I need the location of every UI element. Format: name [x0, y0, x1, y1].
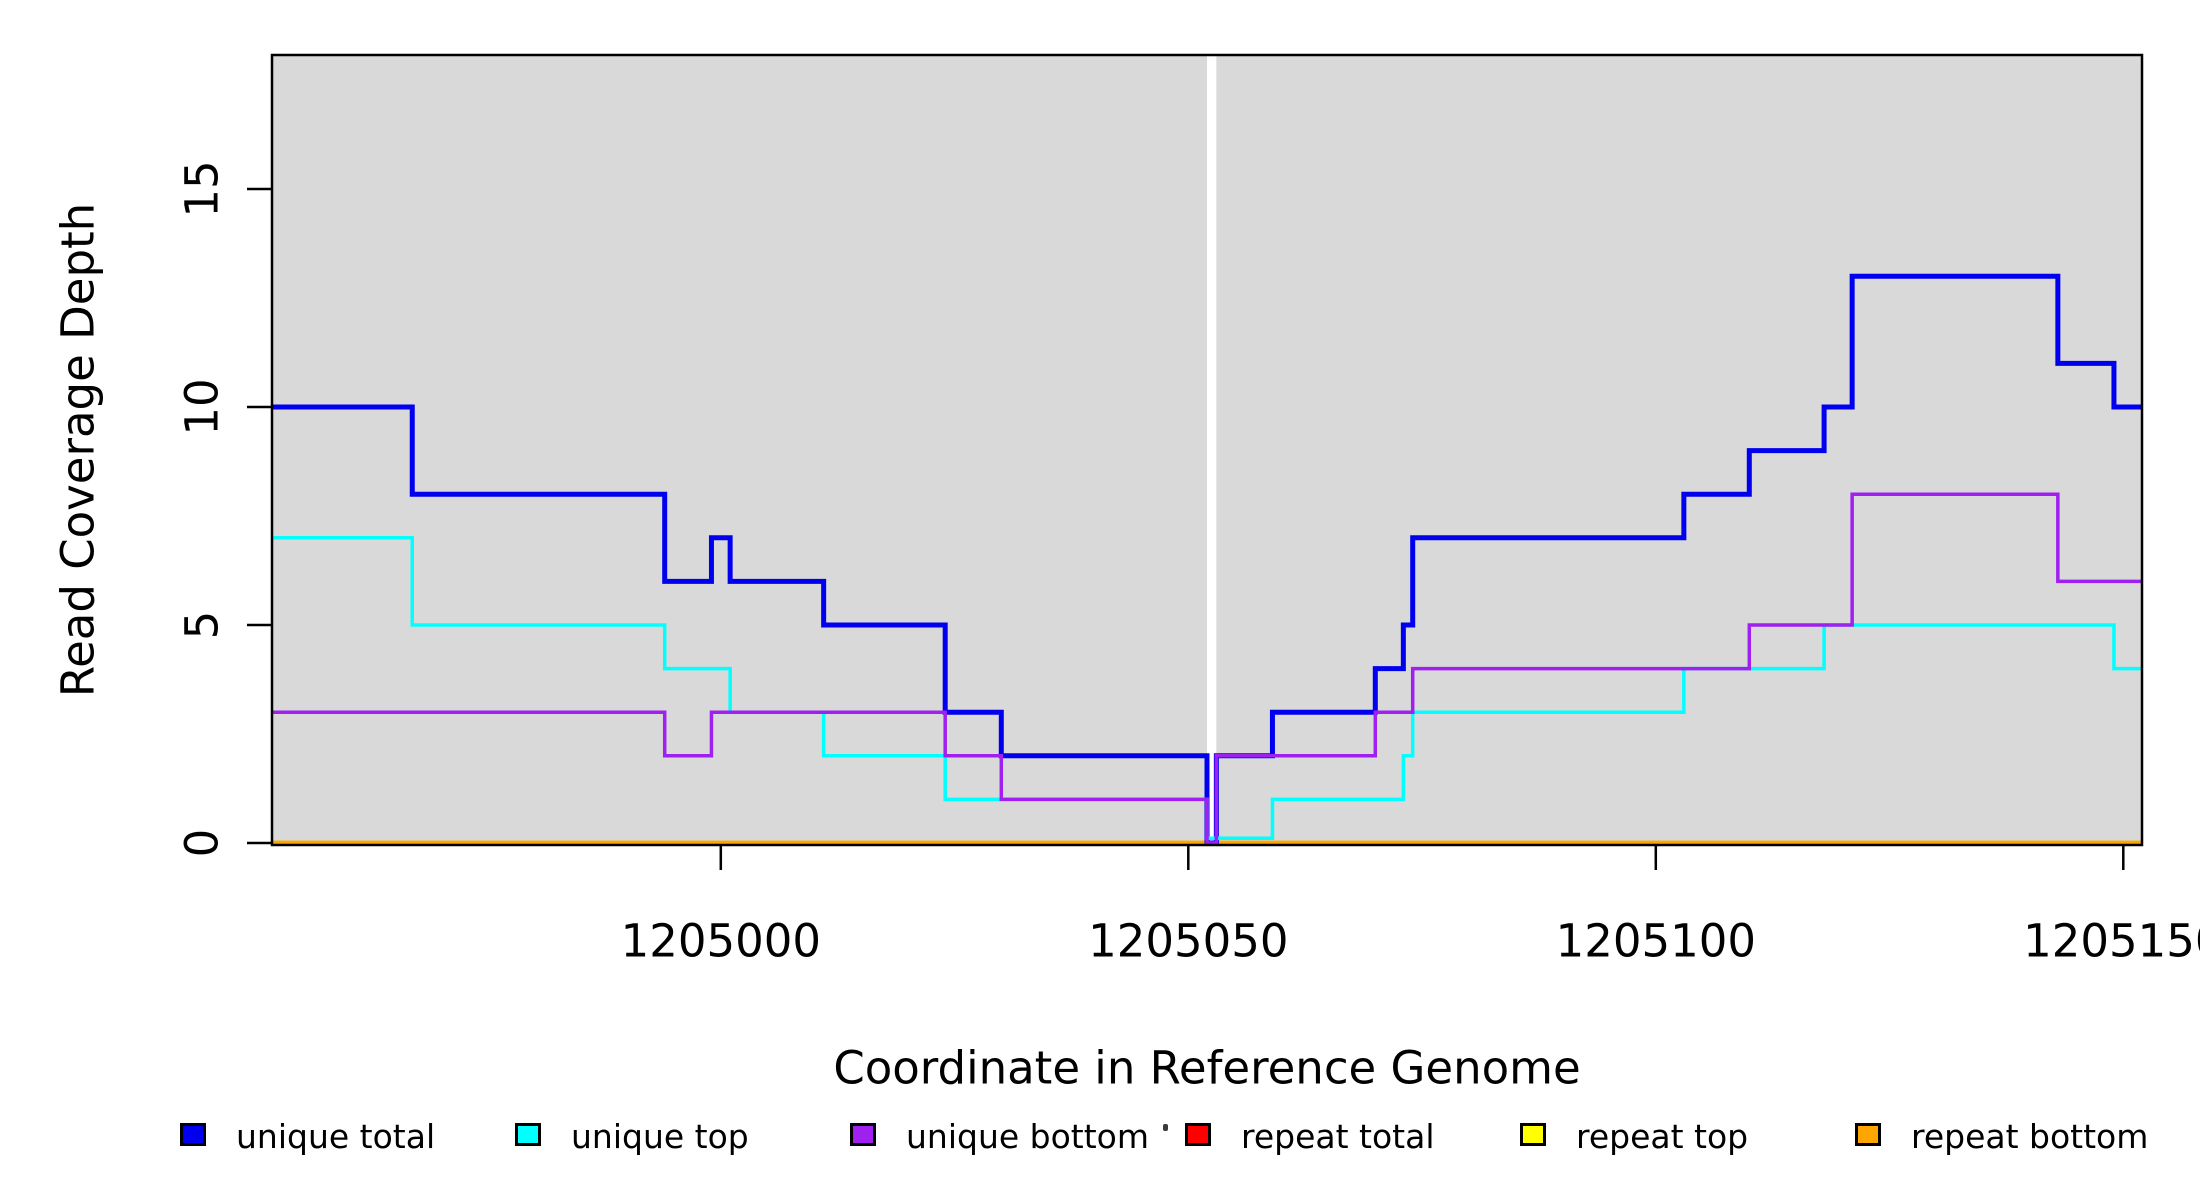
- y-tick-label-0: 0: [175, 828, 229, 858]
- y-axis-title: Read Coverage Depth: [51, 202, 105, 698]
- y-tick-label-10: 10: [175, 378, 229, 436]
- y-tick-label-5: 5: [175, 610, 229, 640]
- x-tick-label-1205000: 1205000: [620, 914, 822, 968]
- x-axis-title: Coordinate in Reference Genome: [833, 1041, 1581, 1095]
- series-unique-bottom: [272, 492, 2142, 845]
- series-unique-top: [272, 536, 2142, 840]
- y-tick-label-15: 15: [175, 160, 229, 218]
- x-tick-label-1205050: 1205050: [1088, 914, 1289, 968]
- plot-border: [270, 53, 2144, 847]
- x-tick-label-1205100: 1205100: [1555, 914, 1757, 968]
- alignment-gap-stripe: [1207, 55, 1217, 845]
- stray-mark-artifact: [1163, 1124, 1168, 1131]
- series-unique-total: [272, 273, 2142, 845]
